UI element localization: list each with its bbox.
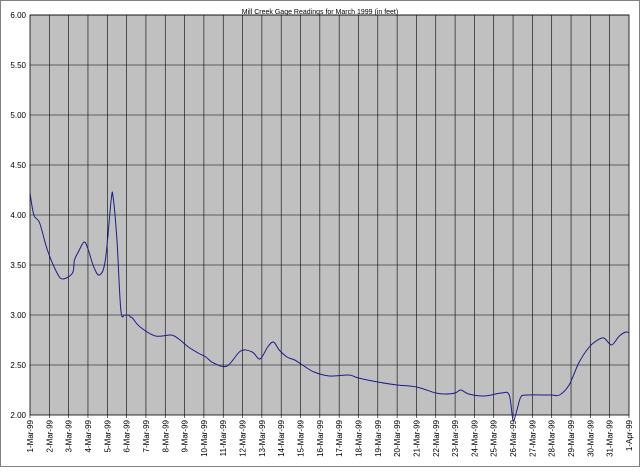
y-tick-label: 3.50 — [10, 261, 26, 270]
plot-border — [29, 14, 630, 416]
x-tick-label: 22-Mar-99 — [432, 419, 441, 456]
x-tick-label: 16-Mar-99 — [316, 419, 325, 456]
x-tick-label: 5-Mar-99 — [103, 419, 112, 452]
x-tick-label: 9-Mar-99 — [181, 419, 190, 452]
x-tick-label: 8-Mar-99 — [161, 419, 170, 452]
x-tick-label: 15-Mar-99 — [297, 419, 306, 456]
x-tick-label: 2-Mar-99 — [45, 419, 54, 452]
x-tick-label: 1-Apr-99 — [625, 419, 634, 451]
x-tick-label: 27-Mar-99 — [528, 419, 537, 456]
x-tick-label: 29-Mar-99 — [567, 419, 576, 456]
x-tick-label: 14-Mar-99 — [277, 419, 286, 456]
x-tick-label: 26-Mar-99 — [509, 419, 518, 456]
series-line-0 — [30, 191, 629, 421]
x-tick-label: 7-Mar-99 — [142, 419, 151, 452]
x-tick-label: 31-Mar-99 — [606, 419, 615, 456]
x-tick-label: 17-Mar-99 — [335, 419, 344, 456]
y-tick-label: 4.00 — [10, 211, 26, 220]
x-tick-label: 25-Mar-99 — [490, 419, 499, 456]
x-tick-label: 1-Mar-99 — [26, 419, 35, 452]
x-tick-label: 18-Mar-99 — [354, 419, 363, 456]
x-tick-label: 23-Mar-99 — [451, 419, 460, 456]
chart-title: Mill Creek Gage Readings for March 1999 … — [242, 9, 398, 16]
series-layer — [30, 191, 629, 421]
x-tick-label: 30-Mar-99 — [586, 419, 595, 456]
x-tick-label: 20-Mar-99 — [393, 419, 402, 456]
y-tick-label: 5.50 — [10, 61, 26, 70]
y-tick-label: 2.00 — [10, 411, 26, 420]
x-tick-label: 6-Mar-99 — [123, 419, 132, 452]
y-tick-label: 5.00 — [10, 111, 26, 120]
x-tick-label: 28-Mar-99 — [548, 419, 557, 456]
x-tick-label: 13-Mar-99 — [258, 419, 267, 456]
x-tick-label: 3-Mar-99 — [65, 419, 74, 452]
grid-lines — [30, 14, 629, 415]
x-tick-label: 21-Mar-99 — [412, 419, 421, 456]
y-tick-label: 4.50 — [10, 161, 26, 170]
x-tick-label: 4-Mar-99 — [84, 419, 93, 452]
y-tick-label: 3.00 — [10, 311, 26, 320]
x-tick-label: 19-Mar-99 — [374, 419, 383, 456]
x-tick-label: 11-Mar-99 — [219, 419, 228, 456]
x-tick-label: 24-Mar-99 — [470, 419, 479, 456]
y-tick-label: 2.50 — [10, 361, 26, 370]
y-tick-label: 6.00 — [10, 11, 26, 20]
x-tick-label: 12-Mar-99 — [239, 419, 248, 456]
axes: 2.00 2.50 3.00 3.50 4.00 4.50 5.00 5.50 6.00 1-Ma… — [10, 11, 634, 457]
x-tick-label: 10-Mar-99 — [200, 419, 209, 456]
